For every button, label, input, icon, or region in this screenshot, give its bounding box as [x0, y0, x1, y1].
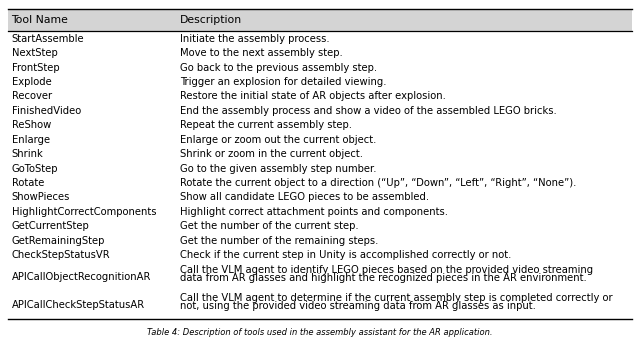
Bar — [8, 75, 632, 89]
Text: HighlightCorrectComponents: HighlightCorrectComponents — [12, 207, 156, 217]
Text: Show all candidate LEGO pieces to be assembled.: Show all candidate LEGO pieces to be ass… — [180, 192, 429, 203]
Text: data from AR glasses and highlight the recognized pieces in the AR environment.: data from AR glasses and highlight the r… — [180, 273, 587, 283]
Text: ShowPieces: ShowPieces — [12, 192, 70, 203]
Text: Description: Description — [180, 15, 243, 25]
Text: FrontStep: FrontStep — [12, 62, 59, 73]
Text: Explode: Explode — [12, 77, 51, 87]
Text: Check if the current step in Unity is accomplished correctly or not.: Check if the current step in Unity is ac… — [180, 250, 511, 260]
Bar — [8, 248, 632, 262]
Bar — [8, 9, 632, 31]
Text: Go to the given assembly step number.: Go to the given assembly step number. — [180, 164, 377, 174]
Text: not, using the provided video streaming data from AR glasses as input.: not, using the provided video streaming … — [180, 301, 536, 311]
Bar — [8, 190, 632, 205]
Text: Table 4: Description of tools used in the assembly assistant for the AR applicat: Table 4: Description of tools used in th… — [147, 328, 493, 337]
Text: CheckStepStatusVR: CheckStepStatusVR — [12, 250, 110, 260]
Bar — [8, 262, 632, 291]
Text: GetCurrentStep: GetCurrentStep — [12, 221, 89, 231]
Text: Get the number of the current step.: Get the number of the current step. — [180, 221, 359, 231]
Text: Restore the initial state of AR objects after explosion.: Restore the initial state of AR objects … — [180, 91, 446, 101]
Bar — [8, 89, 632, 104]
Bar — [8, 205, 632, 219]
Bar — [8, 104, 632, 118]
Text: Go back to the previous assembly step.: Go back to the previous assembly step. — [180, 62, 378, 73]
Text: StartAssemble: StartAssemble — [12, 34, 84, 44]
Bar — [8, 176, 632, 190]
Text: GoToStep: GoToStep — [12, 164, 58, 174]
Bar — [8, 31, 632, 46]
Text: APICallObjectRecognitionAR: APICallObjectRecognitionAR — [12, 271, 151, 282]
Bar — [8, 291, 632, 319]
Bar — [8, 219, 632, 234]
Text: Repeat the current assembly step.: Repeat the current assembly step. — [180, 120, 352, 130]
Text: Call the VLM agent to determine if the current assembly step is completed correc: Call the VLM agent to determine if the c… — [180, 293, 612, 303]
Text: Tool Name: Tool Name — [12, 15, 68, 25]
Text: Enlarge or zoom out the current object.: Enlarge or zoom out the current object. — [180, 135, 376, 145]
Text: Highlight correct attachment points and components.: Highlight correct attachment points and … — [180, 207, 448, 217]
Text: Get the number of the remaining steps.: Get the number of the remaining steps. — [180, 236, 378, 246]
Text: FinishedVideo: FinishedVideo — [12, 106, 81, 116]
Bar — [8, 147, 632, 161]
Text: Rotate: Rotate — [12, 178, 44, 188]
Bar — [8, 161, 632, 176]
Bar — [8, 118, 632, 132]
Text: Shrink or zoom in the current object.: Shrink or zoom in the current object. — [180, 149, 363, 159]
Text: Call the VLM agent to identify LEGO pieces based on the provided video streaming: Call the VLM agent to identify LEGO piec… — [180, 265, 593, 275]
Text: End the assembly process and show a video of the assembled LEGO bricks.: End the assembly process and show a vide… — [180, 106, 557, 116]
Text: Rotate the current object to a direction (“Up”, “Down”, “Left”, “Right”, “None”): Rotate the current object to a direction… — [180, 178, 577, 188]
Text: Initiate the assembly process.: Initiate the assembly process. — [180, 34, 330, 44]
Text: Recover: Recover — [12, 91, 52, 101]
Bar — [8, 234, 632, 248]
Text: Move to the next assembly step.: Move to the next assembly step. — [180, 48, 343, 58]
Text: Trigger an explosion for detailed viewing.: Trigger an explosion for detailed viewin… — [180, 77, 387, 87]
Bar — [8, 60, 632, 75]
Bar — [8, 46, 632, 60]
Text: Shrink: Shrink — [12, 149, 44, 159]
Text: Enlarge: Enlarge — [12, 135, 50, 145]
Text: ReShow: ReShow — [12, 120, 51, 130]
Text: GetRemainingStep: GetRemainingStep — [12, 236, 105, 246]
Text: APICallCheckStepStatusAR: APICallCheckStepStatusAR — [12, 300, 145, 310]
Bar — [8, 132, 632, 147]
Text: NextStep: NextStep — [12, 48, 57, 58]
